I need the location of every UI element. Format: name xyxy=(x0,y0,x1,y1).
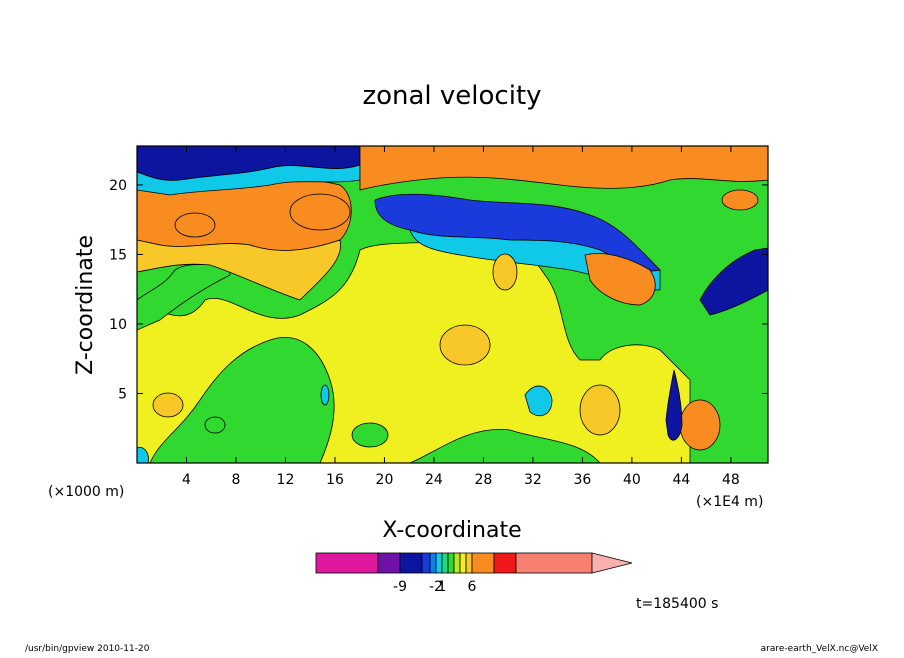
x-axis: 4 8 12 16 20 24 28 32 36 40 44 48 xyxy=(182,146,740,488)
orange-blob-6 xyxy=(152,392,184,418)
time-label: t=185400 s xyxy=(636,596,718,612)
y-tick-label: 15 xyxy=(109,247,127,263)
green-blob-7 xyxy=(204,416,226,434)
plot-frame xyxy=(136,145,769,464)
cyan-blob-9 xyxy=(320,384,330,406)
colorbar-swatch xyxy=(421,552,431,574)
x-tick-label: 40 xyxy=(623,472,641,488)
orange-blob-5 xyxy=(579,384,621,436)
x-unit-label: (×1E4 m) xyxy=(696,494,763,510)
y-tick-label: 10 xyxy=(109,317,127,333)
colorbar-label: 1 xyxy=(438,579,447,595)
x-tick-label: 16 xyxy=(326,472,344,488)
colorbar-swatch xyxy=(315,552,379,574)
green-hill-lower-left xyxy=(149,337,335,463)
orange-top-middle xyxy=(359,146,768,191)
orange-blob-1 xyxy=(439,324,491,366)
x-tick-label: 24 xyxy=(425,472,443,488)
x-tick-label: 44 xyxy=(672,472,690,488)
colorbar-label: 6 xyxy=(468,579,477,595)
colorbar-swatch xyxy=(399,552,423,574)
x-tick-label: 12 xyxy=(277,472,295,488)
chart-title: zonal velocity xyxy=(362,81,541,111)
orange-blob-10 xyxy=(721,189,759,211)
x-tick-label: 4 xyxy=(182,472,191,488)
x-tick-label: 36 xyxy=(573,472,591,488)
colorbar-swatch xyxy=(459,552,467,574)
contour-field xyxy=(137,146,768,463)
y-tick-label: 5 xyxy=(118,386,127,402)
colorbar-swatch xyxy=(465,552,473,574)
colorbar-swatch xyxy=(493,552,517,574)
colorbar-swatch xyxy=(447,552,455,574)
colorbar-arrow xyxy=(591,552,633,574)
cyan-lower xyxy=(524,385,553,417)
y-unit-label: (×1000 m) xyxy=(48,484,124,500)
footer-right: arare-earth_VelX.nc@VelX xyxy=(761,644,878,654)
colorbar: -9 -21 6 xyxy=(315,552,633,595)
colorbar-label: -9 xyxy=(393,579,407,595)
colorbar-swatch xyxy=(441,552,449,574)
yellow-blob-4 xyxy=(492,253,518,291)
colorbar-swatch xyxy=(453,552,461,574)
y-axis-label: Z-coordinate xyxy=(73,235,98,375)
y-axis: 5 10 15 20 xyxy=(109,178,768,402)
yellow-band-upper xyxy=(137,239,342,301)
colorbar-swatch xyxy=(435,552,443,574)
colorbar-swatch xyxy=(377,552,401,574)
x-tick-label: 48 xyxy=(722,472,740,488)
colorbar-label: -2 xyxy=(429,579,443,595)
orange-blob-11 xyxy=(679,399,721,451)
blue-right xyxy=(699,247,768,316)
x-axis-label: X-coordinate xyxy=(382,518,521,543)
x-tick-label: 32 xyxy=(524,472,542,488)
y-tick-label: 20 xyxy=(109,178,127,194)
orange-blob-3 xyxy=(289,193,351,231)
orange-blob-2 xyxy=(174,212,216,238)
cyan-lower-left xyxy=(137,447,149,463)
x-tick-label: 8 xyxy=(232,472,241,488)
footer-left: /usr/bin/gpview 2010-11-20 xyxy=(25,644,150,654)
colorbar-swatch xyxy=(515,552,593,574)
dark-jet xyxy=(665,369,683,441)
orange-right-middle xyxy=(584,253,656,306)
x-tick-label: 20 xyxy=(376,472,394,488)
colorbar-swatch xyxy=(429,552,437,574)
x-tick-label: 28 xyxy=(475,472,493,488)
green-blob-8 xyxy=(351,422,389,448)
cyan-top-left xyxy=(137,164,361,196)
colorbar-swatch xyxy=(471,552,495,574)
